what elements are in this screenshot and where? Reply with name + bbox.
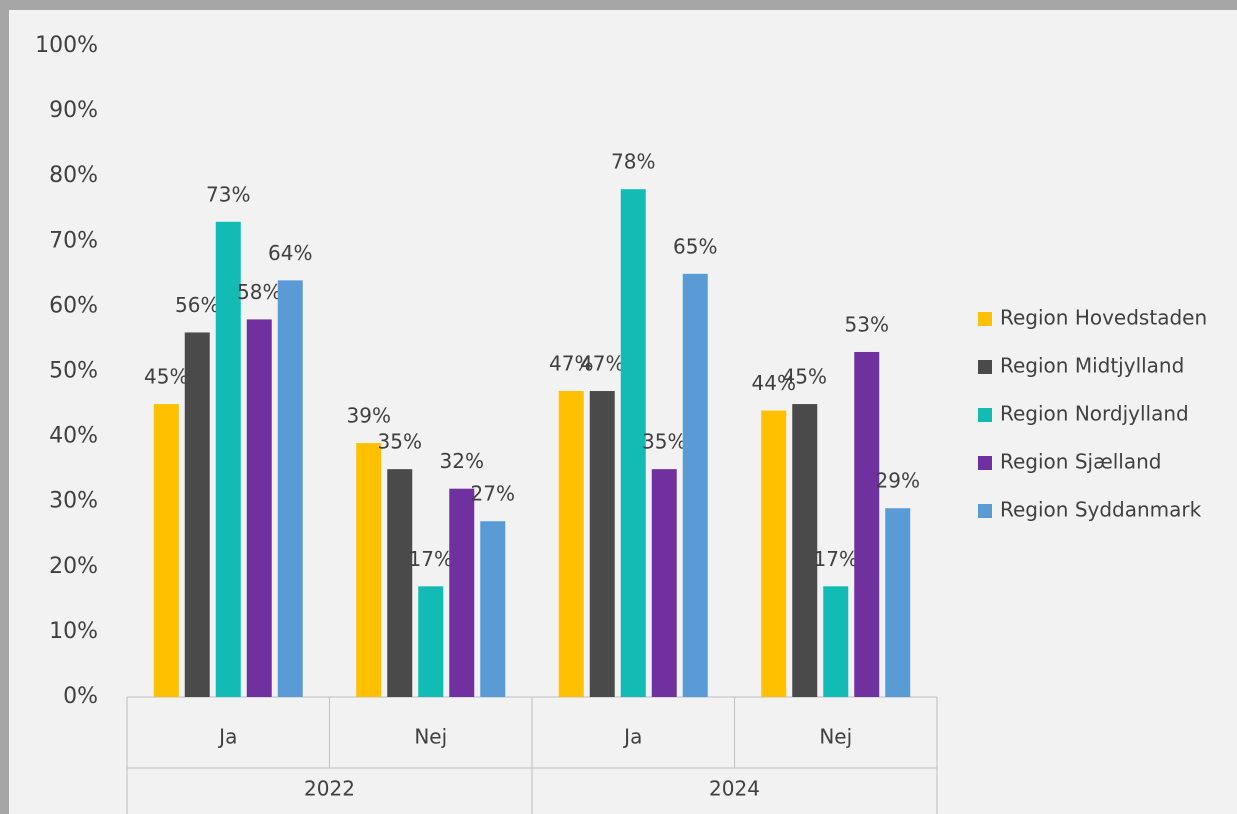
x-tick-label: Nej xyxy=(414,725,447,749)
bar xyxy=(356,443,382,697)
bar xyxy=(761,410,787,697)
legend-swatch xyxy=(978,456,992,470)
bar xyxy=(792,404,818,697)
legend-swatch xyxy=(978,408,992,422)
data-label: 73% xyxy=(206,182,250,206)
y-tick-label: 30% xyxy=(49,489,98,514)
bar xyxy=(480,521,506,697)
data-label: 17% xyxy=(409,547,453,571)
data-label: 64% xyxy=(268,241,312,265)
data-label: 56% xyxy=(175,293,219,317)
bar xyxy=(184,332,210,697)
group-label: 2022 xyxy=(304,777,355,801)
data-label: 58% xyxy=(237,280,281,304)
data-label: 53% xyxy=(845,312,889,336)
y-tick-label: 40% xyxy=(49,424,98,449)
bar xyxy=(854,351,880,697)
data-label: 47% xyxy=(580,352,624,376)
legend-label: Region Sjælland xyxy=(1000,450,1161,474)
y-tick-label: 50% xyxy=(49,359,98,384)
legend-label: Region Syddanmark xyxy=(1000,498,1202,522)
bar xyxy=(246,319,272,697)
bar xyxy=(620,189,646,697)
bar xyxy=(651,469,677,697)
data-label: 45% xyxy=(783,365,827,389)
legend-swatch xyxy=(978,360,992,374)
x-tick-label: Nej xyxy=(819,725,852,749)
data-label: 45% xyxy=(144,365,188,389)
data-label: 17% xyxy=(814,547,858,571)
data-label: 27% xyxy=(471,482,515,506)
y-tick-label: 60% xyxy=(49,293,98,318)
legend-swatch xyxy=(978,504,992,518)
bar xyxy=(387,469,413,697)
bar xyxy=(682,273,708,697)
y-tick-label: 0% xyxy=(63,684,98,709)
bar xyxy=(823,586,849,697)
y-tick-label: 80% xyxy=(49,163,98,188)
y-tick-label: 20% xyxy=(49,554,98,579)
bar xyxy=(215,221,241,697)
data-label: 35% xyxy=(378,430,422,454)
y-tick-label: 100% xyxy=(35,33,98,58)
bar xyxy=(277,280,303,697)
bar xyxy=(885,508,911,697)
bar xyxy=(449,488,475,697)
data-label: 78% xyxy=(611,150,655,174)
data-label: 47% xyxy=(549,352,593,376)
data-label: 35% xyxy=(642,430,686,454)
data-label: 39% xyxy=(347,404,391,428)
y-tick-label: 90% xyxy=(49,98,98,123)
legend-label: Region Midtjylland xyxy=(1000,354,1184,378)
bar xyxy=(418,586,444,697)
y-tick-label: 70% xyxy=(49,228,98,253)
data-label: 65% xyxy=(673,234,717,258)
data-label: 29% xyxy=(876,469,920,493)
y-tick-label: 10% xyxy=(49,619,98,644)
x-tick-label: Ja xyxy=(622,725,642,749)
group-label: 2024 xyxy=(709,777,760,801)
data-label: 44% xyxy=(752,371,796,395)
bar xyxy=(589,391,615,697)
bar xyxy=(153,404,179,697)
legend-label: Region Nordjylland xyxy=(1000,402,1189,426)
legend-swatch xyxy=(978,312,992,326)
legend-label: Region Hovedstaden xyxy=(1000,306,1207,330)
x-tick-label: Ja xyxy=(217,725,237,749)
data-label: 32% xyxy=(440,449,484,473)
bar xyxy=(558,391,584,697)
